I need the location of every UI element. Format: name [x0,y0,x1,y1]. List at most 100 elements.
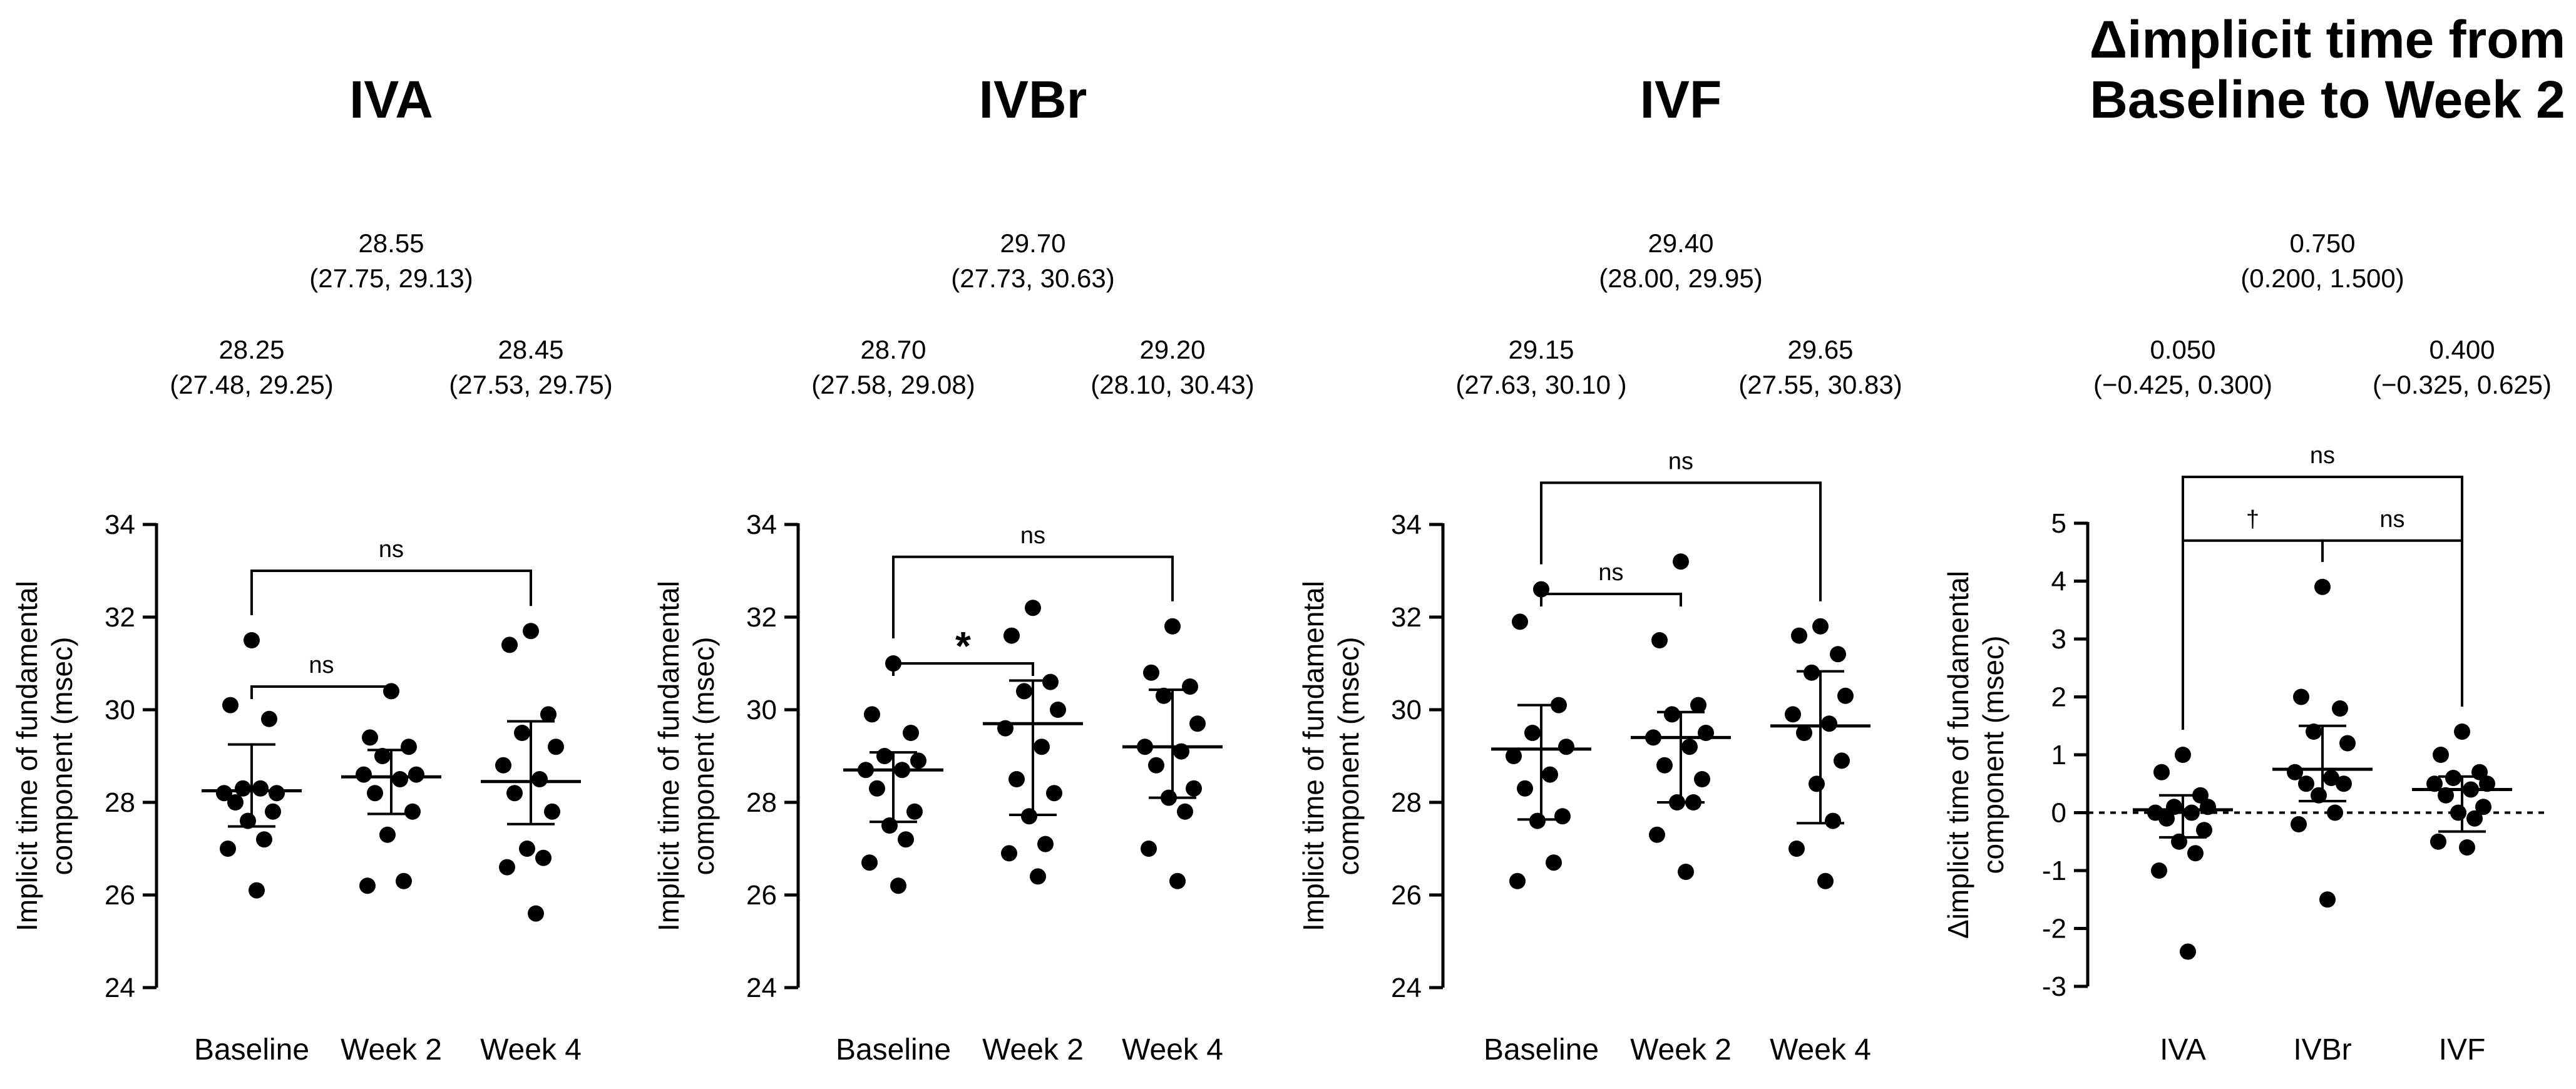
data-point [359,877,376,894]
y-axis-title-line: component (msec) [687,637,720,876]
y-tick-label: 3 [2051,624,2066,655]
median-value-label: 0.750 [2289,228,2355,258]
y-tick-label: -3 [2042,971,2066,1002]
data-point [1678,864,1694,880]
series-week-4 [481,623,581,922]
data-point [2175,747,2191,763]
y-axis-title-line: Implicit time of fundamental [1297,581,1330,931]
y-axis-title-line: component (msec) [1332,637,1365,876]
x-category-label: Baseline [836,1033,951,1066]
x-category-label: IVA [2160,1033,2206,1066]
data-point [222,697,239,713]
x-category-label: Week 2 [982,1033,1084,1066]
data-point [2171,833,2187,850]
data-point [1517,780,1533,797]
y-tick-label: -2 [2042,914,2066,944]
significance-bracket [1540,593,1682,606]
data-point [864,706,880,723]
y-axis-title-line: Implicit time of fundamental [11,581,43,931]
data-point [1694,771,1710,787]
y-tick-label: 32 [105,602,135,633]
y-tick-label: 24 [1391,973,1422,1003]
y-tick-label: 28 [746,787,777,818]
data-point [374,748,391,764]
data-point [1156,687,1172,704]
data-point [220,841,236,857]
data-point [1030,868,1046,885]
median-value-label: 0.050 [2150,335,2215,364]
significance-label: ns [2310,442,2335,469]
data-point [1690,697,1706,713]
data-point [523,623,539,640]
data-point [881,817,898,834]
series-ivf [2412,723,2512,856]
significance-label: ns [1020,523,1045,549]
significance-label: ns [1598,560,1623,586]
median-value-label: 29.15 [1508,335,1574,364]
series-week-4 [1770,618,1870,889]
y-axis-title: Implicit time of fundamentalcomponent (m… [11,581,78,931]
data-point [531,771,548,787]
median-value-label: 29.40 [1648,228,1713,258]
data-point [362,729,378,746]
median-ci-label: (28.10, 30.43) [1090,370,1255,399]
y-axis-title-line: Δimplicit time of fundamental [1942,571,1974,939]
data-point [2298,775,2314,792]
y-axis-title-line: Implicit time of fundamental [652,581,685,931]
data-point [869,780,885,797]
series-week-4 [1122,618,1223,889]
significance-bracket [2182,476,2463,730]
y-tick-label: 1 [2051,740,2066,770]
y-tick-label: 30 [746,695,777,725]
data-point [1796,725,1812,741]
median-ci-label: (27.53, 29.75) [449,370,613,399]
y-tick-label: 24 [746,973,777,1003]
data-point [1021,808,1037,825]
data-point [1143,664,1159,681]
series-week-2 [341,683,441,894]
data-point [2336,775,2352,792]
data-point [1681,739,1698,755]
data-point [2426,775,2443,792]
data-point [544,803,560,820]
data-point [1046,785,1062,802]
data-point [1804,664,1820,681]
data-point [252,780,269,797]
y-tick-label: 28 [105,787,135,818]
data-point [506,785,523,802]
significance-label: † [2246,506,2259,533]
x-category-label: Week 2 [1630,1033,1732,1066]
data-point [1649,826,1665,843]
panel-1: IVA 28.55 (27.75, 29.13) 28.25 (27.48, 29.25… [11,70,613,1066]
median-ci-label: (−0.425, 0.300) [2093,370,2272,399]
y-axis-title: Δimplicit time of fundamentalcomponent (… [1942,571,2009,939]
data-point [2158,810,2175,827]
data-point [396,872,412,889]
y-tick-label: 26 [105,880,135,911]
data-point [1186,780,1202,797]
data-point [1001,845,1017,862]
y-tick-label: 26 [1391,880,1422,911]
data-point [256,831,272,848]
data-point [1546,854,1562,871]
data-point [2180,943,2196,960]
data-point [2153,764,2170,780]
data-point [249,882,265,899]
median-ci-label: (27.48, 29.25) [170,370,334,399]
data-point [2196,822,2212,839]
data-point [2459,839,2475,856]
y-axis-title: Implicit time of fundamentalcomponent (m… [652,581,720,931]
data-point [1830,646,1846,663]
data-point [1656,757,1673,774]
data-point [2319,891,2336,908]
data-point [235,780,251,797]
y-tick-label: 0 [2051,798,2066,829]
x-category-label: Week 4 [480,1033,582,1066]
data-point [1788,841,1805,857]
data-point [379,826,396,843]
y-axis-title-line: component (msec) [46,637,78,876]
y-tick-label: 34 [1391,509,1422,540]
data-point [265,803,281,820]
data-point [401,739,417,755]
